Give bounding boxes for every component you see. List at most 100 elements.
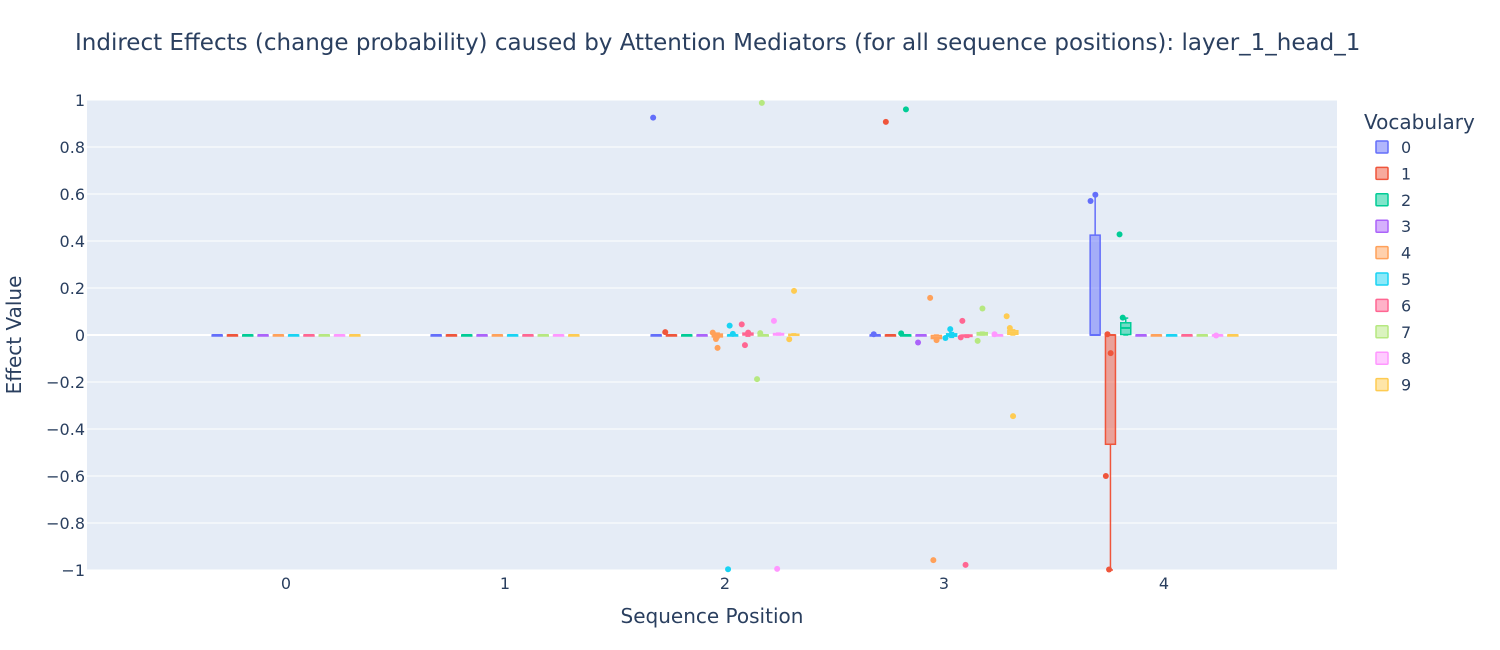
outlier-point	[947, 326, 954, 333]
y-axis-title: Effect Value	[2, 276, 26, 395]
box-series-3-pos-3	[915, 334, 927, 346]
outlier-point	[745, 329, 752, 336]
outlier-point	[1116, 231, 1123, 238]
legend-item-8[interactable]: 8	[1375, 349, 1411, 368]
legend-swatch	[1375, 351, 1389, 365]
outlier-point	[870, 331, 877, 338]
legend-label: 0	[1401, 138, 1411, 157]
box-series-9-pos-3	[1003, 313, 1019, 420]
box-series-2-pos-1	[461, 334, 473, 337]
legend-item-0[interactable]: 0	[1375, 138, 1411, 157]
outlier-point	[930, 557, 937, 564]
y-tick-label: −1	[61, 561, 85, 580]
legend-swatch	[1375, 272, 1389, 286]
box-series-0-pos-0	[211, 334, 223, 337]
outlier-point	[1213, 332, 1220, 339]
legend-item-9[interactable]: 9	[1375, 376, 1411, 395]
outlier-point	[791, 287, 798, 294]
legend-label: 2	[1401, 191, 1411, 210]
box-series-5-pos-3	[942, 326, 958, 342]
outlier-point	[1092, 191, 1099, 198]
x-tick-labels: 0 1 2 3 4	[281, 574, 1169, 593]
box-series-3-pos-2	[696, 334, 708, 337]
box-body	[1089, 234, 1101, 336]
series-3	[257, 334, 1147, 346]
box-series-8-pos-0	[333, 334, 346, 337]
y-tick-label: −0.2	[46, 373, 85, 392]
legend-swatch	[1375, 298, 1389, 313]
outlier-point	[1104, 331, 1111, 338]
outlier-point	[725, 566, 732, 573]
y-tick-label: −0.8	[46, 514, 85, 533]
y-tick-label: 0.8	[60, 138, 85, 157]
outlier-point	[1010, 413, 1017, 420]
outlier-point	[774, 565, 781, 572]
outlier-point	[1119, 314, 1126, 321]
legend-swatch	[1375, 140, 1389, 154]
box-series-4-pos-1	[491, 334, 504, 337]
outlier-point	[726, 322, 733, 329]
series-1	[226, 118, 1117, 573]
legend-item-7[interactable]: 7	[1375, 323, 1411, 342]
outlier-point	[786, 336, 793, 343]
outlier-point	[1003, 313, 1010, 320]
outlier-point	[754, 376, 761, 383]
x-tick-label: 1	[500, 574, 510, 593]
outlier-point	[927, 294, 934, 301]
legend-item-2[interactable]: 2	[1375, 191, 1411, 210]
box-series-2-pos-3	[898, 106, 912, 337]
outlier-point	[729, 330, 736, 337]
outlier-point	[959, 317, 966, 324]
legend-swatch	[1375, 245, 1389, 260]
x-tick-label: 2	[720, 574, 730, 593]
x-tick-label: 0	[281, 574, 291, 593]
box-series-9-pos-0	[349, 334, 361, 337]
outlier-point	[757, 330, 764, 337]
box-series-8-pos-3	[991, 331, 1004, 338]
box-series-2-pos-4	[1116, 231, 1132, 336]
legend-item-1[interactable]: 1	[1375, 164, 1411, 183]
legend-item-4[interactable]: 4	[1375, 244, 1411, 263]
box-series-0-pos-1	[430, 334, 442, 337]
legend-label: 1	[1401, 164, 1411, 183]
series-6	[303, 317, 1193, 568]
box-series-7-pos-1	[537, 334, 549, 337]
legend-swatch	[1375, 219, 1389, 233]
legend-title: Vocabulary	[1364, 110, 1475, 134]
outlier-point	[957, 334, 964, 341]
legend-item-3[interactable]: 3	[1375, 217, 1411, 236]
box-series-9-pos-4	[1227, 334, 1239, 337]
outlier-point	[1107, 350, 1114, 357]
series-4	[272, 294, 1163, 564]
legend-item-5[interactable]: 5	[1375, 270, 1411, 289]
box-series-3-pos-1	[476, 334, 488, 337]
box-series-5-pos-4	[1165, 334, 1178, 337]
box-series-4-pos-0	[272, 334, 285, 337]
outlier-point	[979, 305, 986, 312]
series-5	[287, 322, 1178, 573]
box-series-7-pos-2	[754, 99, 769, 383]
box-series-5-pos-0	[287, 334, 300, 337]
box-series-3-pos-0	[257, 334, 269, 337]
outlier-point	[714, 344, 721, 351]
box-series-1-pos-0	[226, 334, 239, 337]
box-series-2-pos-0	[242, 334, 254, 337]
box-series-6-pos-3	[957, 317, 973, 568]
box-series-8-pos-1	[552, 334, 565, 337]
box-series-6-pos-2	[738, 321, 754, 349]
box-series-4-pos-4	[1150, 334, 1163, 337]
y-tick-label: 0.4	[60, 232, 85, 251]
y-tick-label: 0.2	[60, 279, 85, 298]
box-series-3-pos-4	[1135, 334, 1147, 337]
x-tick-label: 3	[939, 574, 949, 593]
box-series-1-pos-4	[1102, 331, 1117, 573]
outlier-point	[712, 335, 719, 342]
box-series-1-pos-3	[882, 118, 897, 337]
legend: Vocabulary 0 1 2 3 4 5 6 7 8 9	[1364, 110, 1475, 395]
outlier-point	[758, 99, 765, 106]
box-series-6-pos-1	[522, 334, 534, 337]
legend-label: 3	[1401, 217, 1411, 236]
legend-item-6[interactable]: 6	[1375, 296, 1411, 315]
outlier-point	[650, 114, 657, 121]
